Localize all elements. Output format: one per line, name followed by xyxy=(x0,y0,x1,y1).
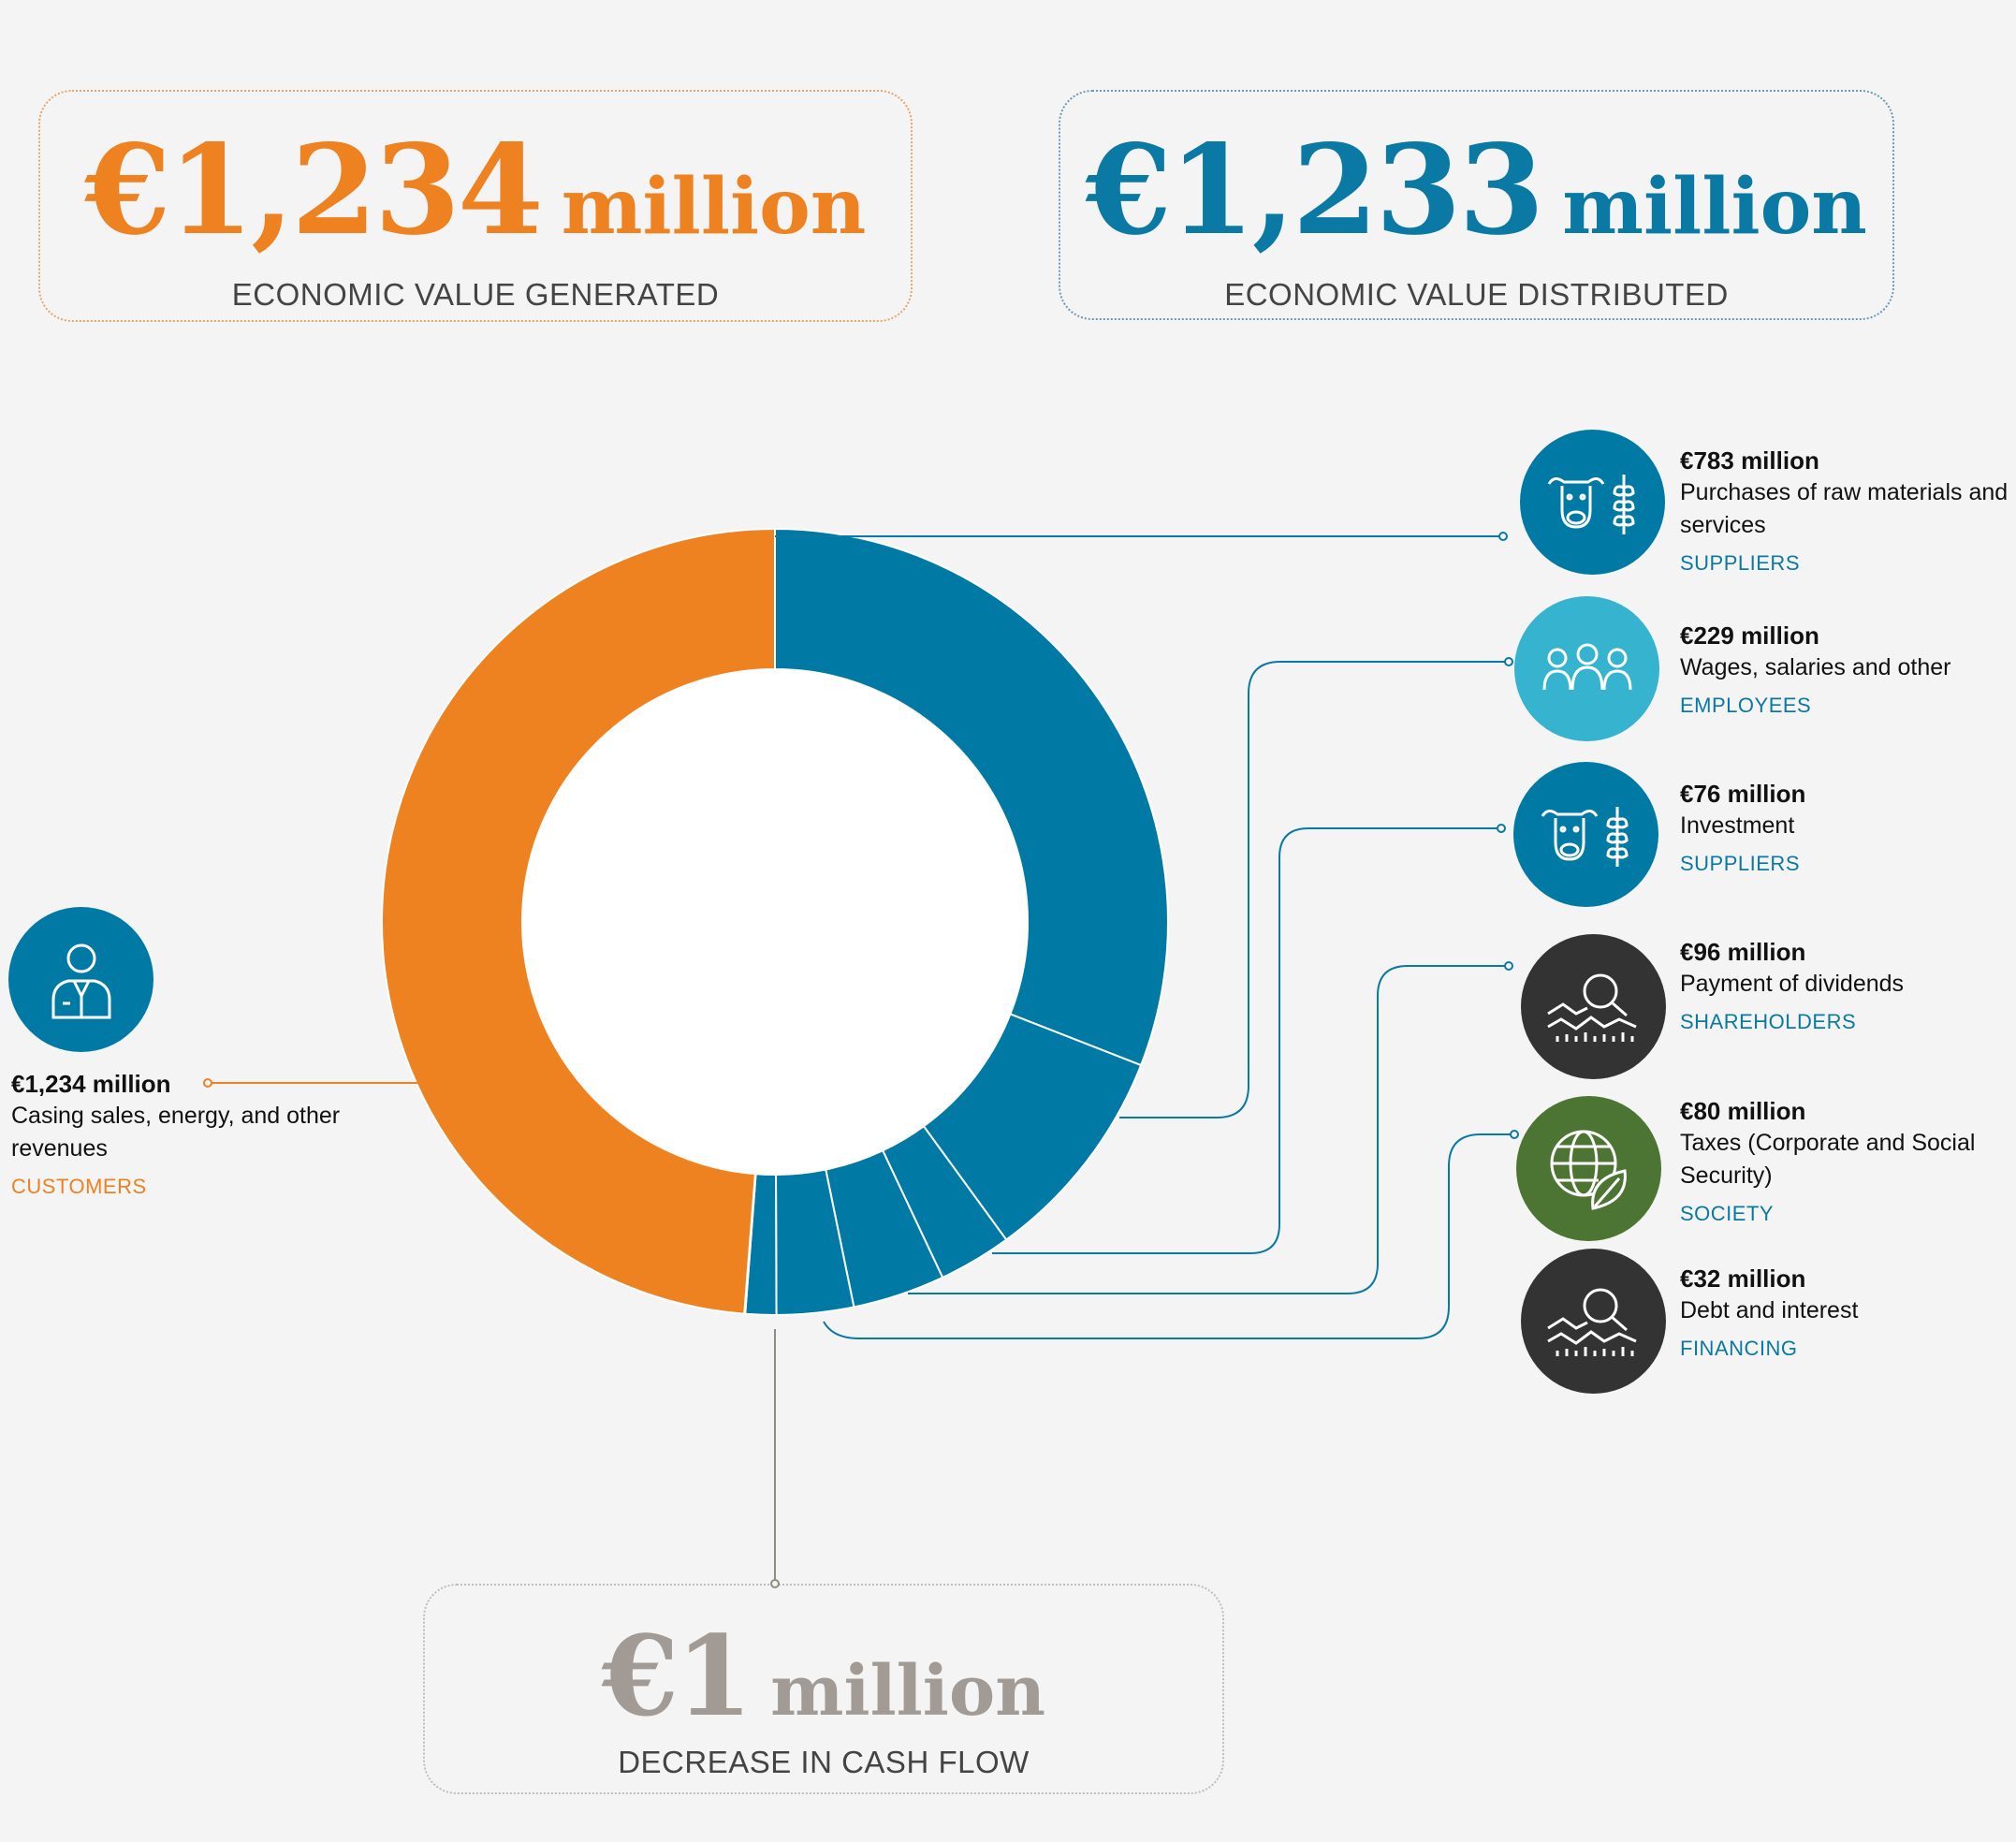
people-group-icon xyxy=(1542,643,1631,690)
dividends-description: Payment of dividends xyxy=(1680,971,1905,997)
debt-amount: €32 million xyxy=(1680,1265,1806,1293)
customers-icon-circle xyxy=(8,907,153,1052)
customers-label: €1,234 million Casing sales, energy, and… xyxy=(11,1068,348,1199)
cash-flow-value: €1 million xyxy=(601,1611,1046,1741)
employees-icon-circle xyxy=(1514,596,1659,741)
magnifier-chart-icon xyxy=(1546,973,1637,1042)
dot-customers xyxy=(203,1078,212,1088)
purchases-label: €783 million Purchases of raw materials … xyxy=(1680,445,2016,576)
debt-description: Debt and interest xyxy=(1680,1297,1859,1323)
dot-investment xyxy=(1497,824,1506,833)
customers-category: CUSTOMERS xyxy=(11,1175,147,1198)
wages-category: EMPLOYEES xyxy=(1680,694,1812,717)
purchases-amount: €783 million xyxy=(1680,446,1819,475)
dividends-label: €96 million Payment of dividends SHAREHO… xyxy=(1680,936,2016,1034)
investment-amount: €76 million xyxy=(1680,780,1806,808)
customers-amount: €1,234 million xyxy=(11,1070,171,1098)
investment-label: €76 million Investment SUPPLIERS xyxy=(1680,778,2016,876)
taxes-amount: €80 million xyxy=(1680,1097,1806,1125)
cash-flow-box: €1 million DECREASE IN CASH FLOW xyxy=(423,1584,1224,1794)
dot-dividends xyxy=(1504,961,1513,971)
economic-value-generated-box: €1,234 million ECONOMIC VALUE GENERATED xyxy=(38,90,913,322)
connector-endpoints xyxy=(203,532,1519,1588)
shareholders-icon-circle xyxy=(1521,934,1666,1079)
distributed-value: €1,233 million xyxy=(1086,118,1867,263)
connector-wages xyxy=(1119,661,1509,1118)
wages-amount: €229 million xyxy=(1680,621,1819,650)
taxes-description: Taxes (Corporate and Social Security) xyxy=(1680,1130,1976,1189)
cash-flow-caption: DECREASE IN CASH FLOW xyxy=(618,1745,1030,1779)
cow-wheat-icon xyxy=(1541,806,1629,867)
donut-hole xyxy=(522,669,1028,1175)
dividends-amount: €96 million xyxy=(1680,938,1806,966)
dot-cash-flow xyxy=(770,1579,780,1588)
investment-category: SUPPLIERS xyxy=(1680,852,1800,875)
dot-purchases xyxy=(1498,532,1508,541)
distributed-caption: ECONOMIC VALUE DISTRIBUTED xyxy=(1224,277,1729,312)
connector-taxes xyxy=(823,1133,1514,1339)
generated-value: €1,234 million xyxy=(84,118,867,263)
debt-label: €32 million Debt and interest FINANCING xyxy=(1680,1263,2016,1361)
generated-caption: ECONOMIC VALUE GENERATED xyxy=(231,277,720,312)
dividends-category: SHAREHOLDERS xyxy=(1680,1010,1857,1033)
investment-icon-circle xyxy=(1513,762,1658,907)
connector-dividends xyxy=(908,965,1509,1294)
purchases-description: Purchases of raw materials and services xyxy=(1680,479,2009,538)
connector-lines xyxy=(208,535,1514,1582)
suppliers-icon-circle xyxy=(1520,430,1665,575)
taxes-category: SOCIETY xyxy=(1680,1202,1775,1225)
wages-description: Wages, salaries and other xyxy=(1680,654,1951,680)
economic-value-distributed-box: €1,233 million ECONOMIC VALUE DISTRIBUTED xyxy=(1059,90,1894,320)
cow-wheat-icon xyxy=(1547,474,1635,534)
globe-leaf-icon xyxy=(1550,1130,1627,1210)
investment-description: Investment xyxy=(1680,812,1795,839)
connector-investment xyxy=(992,827,1501,1254)
debt-category: FINANCING xyxy=(1680,1337,1798,1360)
society-icon-circle xyxy=(1516,1096,1661,1241)
taxes-label: €80 million Taxes (Corporate and Social … xyxy=(1680,1095,2016,1226)
financing-icon-circle xyxy=(1521,1249,1666,1394)
dot-wages xyxy=(1504,657,1513,666)
magnifier-chart-icon xyxy=(1546,1288,1637,1356)
businessman-icon xyxy=(51,943,110,1018)
dot-taxes xyxy=(1510,1130,1519,1139)
donut-slices xyxy=(380,527,1169,1317)
wages-label: €229 million Wages, salaries and other E… xyxy=(1680,620,2016,718)
purchases-category: SUPPLIERS xyxy=(1680,551,1800,575)
customers-description: Casing sales, energy, and other revenues xyxy=(11,1103,341,1162)
